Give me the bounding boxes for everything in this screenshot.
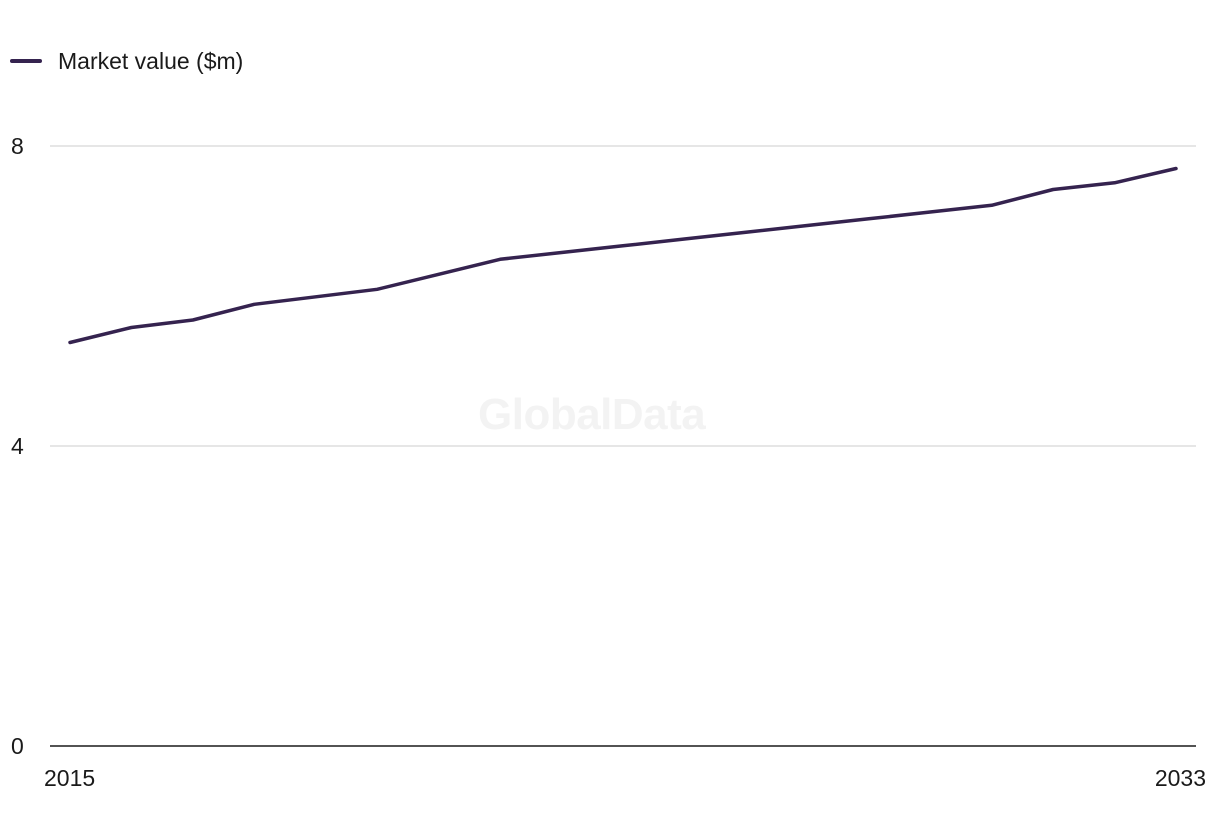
- legend-label-market-value: Market value ($m): [58, 47, 244, 74]
- watermark-logo: GlobalData: [478, 390, 706, 439]
- y-tick-label-8: 8: [11, 133, 24, 159]
- y-tick-label-0: 0: [11, 733, 24, 759]
- y-tick-label-4: 4: [11, 433, 24, 459]
- x-tick-label-2033: 2033: [1155, 765, 1206, 791]
- legend-swatch-market-value: [10, 59, 42, 63]
- chart-legend: Market value ($m): [10, 44, 243, 78]
- series-line-market-value: [68, 166, 1178, 345]
- x-tick-label-2015: 2015: [44, 765, 95, 791]
